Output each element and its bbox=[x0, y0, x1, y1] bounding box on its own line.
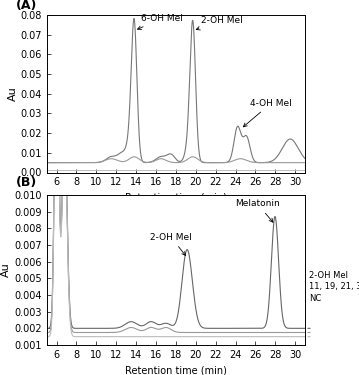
Text: (B): (B) bbox=[16, 176, 37, 189]
Text: 4-OH Mel: 4-OH Mel bbox=[243, 99, 292, 127]
Text: 6-OH Mel: 6-OH Mel bbox=[137, 14, 183, 29]
Text: NC: NC bbox=[309, 294, 321, 303]
Text: 2-OH Mel: 2-OH Mel bbox=[309, 271, 348, 280]
X-axis label: Retention time (min): Retention time (min) bbox=[125, 365, 227, 375]
Text: 2-OH Mel: 2-OH Mel bbox=[196, 16, 243, 30]
X-axis label: Retention time (min): Retention time (min) bbox=[125, 193, 227, 203]
Text: 11, 19, 21, 33: 11, 19, 21, 33 bbox=[309, 282, 359, 291]
Text: (A): (A) bbox=[16, 0, 37, 12]
Text: 2-OH Mel: 2-OH Mel bbox=[150, 232, 192, 255]
Y-axis label: Au: Au bbox=[1, 262, 11, 278]
Y-axis label: Au: Au bbox=[8, 86, 18, 101]
Text: Melatonin: Melatonin bbox=[235, 200, 280, 222]
